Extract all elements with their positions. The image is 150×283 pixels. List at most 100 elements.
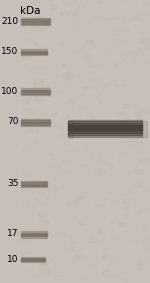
Bar (62, 64, 66, 66)
Bar (41, 84, 47, 88)
Bar (21, 261, 45, 262)
Bar (48, 153, 52, 155)
Bar (107, 275, 113, 277)
Bar (102, 254, 106, 258)
Bar (140, 38, 146, 41)
Bar (67, 200, 77, 201)
Bar (68, 125, 142, 126)
Bar (21, 18, 50, 19)
Bar (46, 271, 50, 274)
Bar (98, 160, 108, 164)
Text: 150: 150 (1, 47, 19, 56)
Bar (141, 12, 150, 14)
Bar (34, 97, 42, 100)
Bar (68, 121, 73, 137)
Bar (76, 256, 78, 260)
Bar (41, 27, 44, 30)
Bar (122, 138, 129, 141)
Bar (50, 259, 53, 260)
Bar (60, 12, 70, 15)
Bar (91, 118, 96, 121)
Bar (69, 203, 78, 205)
Bar (80, 93, 84, 95)
Bar (91, 234, 95, 238)
Bar (73, 217, 76, 219)
Bar (64, 114, 68, 118)
Bar (110, 258, 119, 261)
Bar (50, 91, 59, 93)
Bar (21, 49, 47, 50)
Bar (49, 92, 51, 93)
Bar (114, 17, 124, 20)
Bar (117, 112, 124, 115)
Bar (146, 246, 150, 250)
Bar (139, 158, 149, 162)
Bar (32, 273, 35, 276)
Bar (31, 20, 34, 25)
Bar (99, 1, 102, 4)
Bar (86, 114, 92, 116)
Bar (79, 221, 84, 224)
Bar (33, 42, 37, 44)
Bar (148, 257, 150, 261)
Bar (140, 47, 150, 49)
Bar (109, 127, 113, 130)
Bar (21, 52, 47, 53)
Bar (21, 23, 50, 24)
Bar (78, 5, 85, 7)
Bar (21, 182, 47, 183)
Bar (138, 181, 144, 185)
Bar (43, 268, 50, 271)
Text: 210: 210 (2, 16, 19, 25)
Bar (77, 196, 82, 200)
Bar (34, 83, 42, 86)
Bar (39, 262, 48, 265)
Bar (21, 189, 26, 191)
Bar (22, 172, 31, 176)
Bar (21, 260, 45, 261)
Bar (136, 170, 142, 174)
Bar (68, 130, 142, 132)
Bar (112, 200, 115, 203)
Bar (134, 112, 142, 115)
Bar (57, 171, 66, 174)
Bar (21, 20, 50, 21)
Bar (67, 151, 75, 152)
Bar (21, 234, 47, 235)
Bar (45, 198, 55, 200)
Bar (37, 100, 41, 102)
Bar (124, 0, 135, 1)
Bar (42, 97, 46, 99)
Bar (30, 3, 35, 5)
Bar (21, 257, 45, 258)
Bar (91, 16, 99, 19)
Bar (21, 120, 50, 122)
Bar (79, 194, 87, 197)
Bar (125, 206, 129, 209)
Bar (21, 94, 50, 95)
Bar (68, 128, 142, 130)
Bar (110, 220, 114, 222)
Bar (90, 79, 98, 82)
Bar (102, 270, 109, 274)
Bar (89, 241, 98, 242)
Bar (32, 25, 39, 29)
Bar (124, 193, 127, 196)
Bar (112, 39, 122, 42)
Bar (42, 194, 49, 196)
Bar (21, 231, 47, 232)
Bar (21, 186, 47, 187)
Bar (111, 28, 118, 31)
Bar (136, 265, 141, 269)
Bar (24, 56, 31, 58)
Text: 35: 35 (7, 179, 19, 188)
Text: 70: 70 (7, 117, 19, 127)
Bar (132, 17, 139, 20)
Bar (98, 230, 101, 234)
Bar (68, 133, 142, 135)
Bar (75, 196, 85, 199)
Bar (21, 93, 50, 94)
Bar (83, 134, 89, 135)
Bar (21, 258, 45, 259)
Bar (41, 202, 45, 203)
